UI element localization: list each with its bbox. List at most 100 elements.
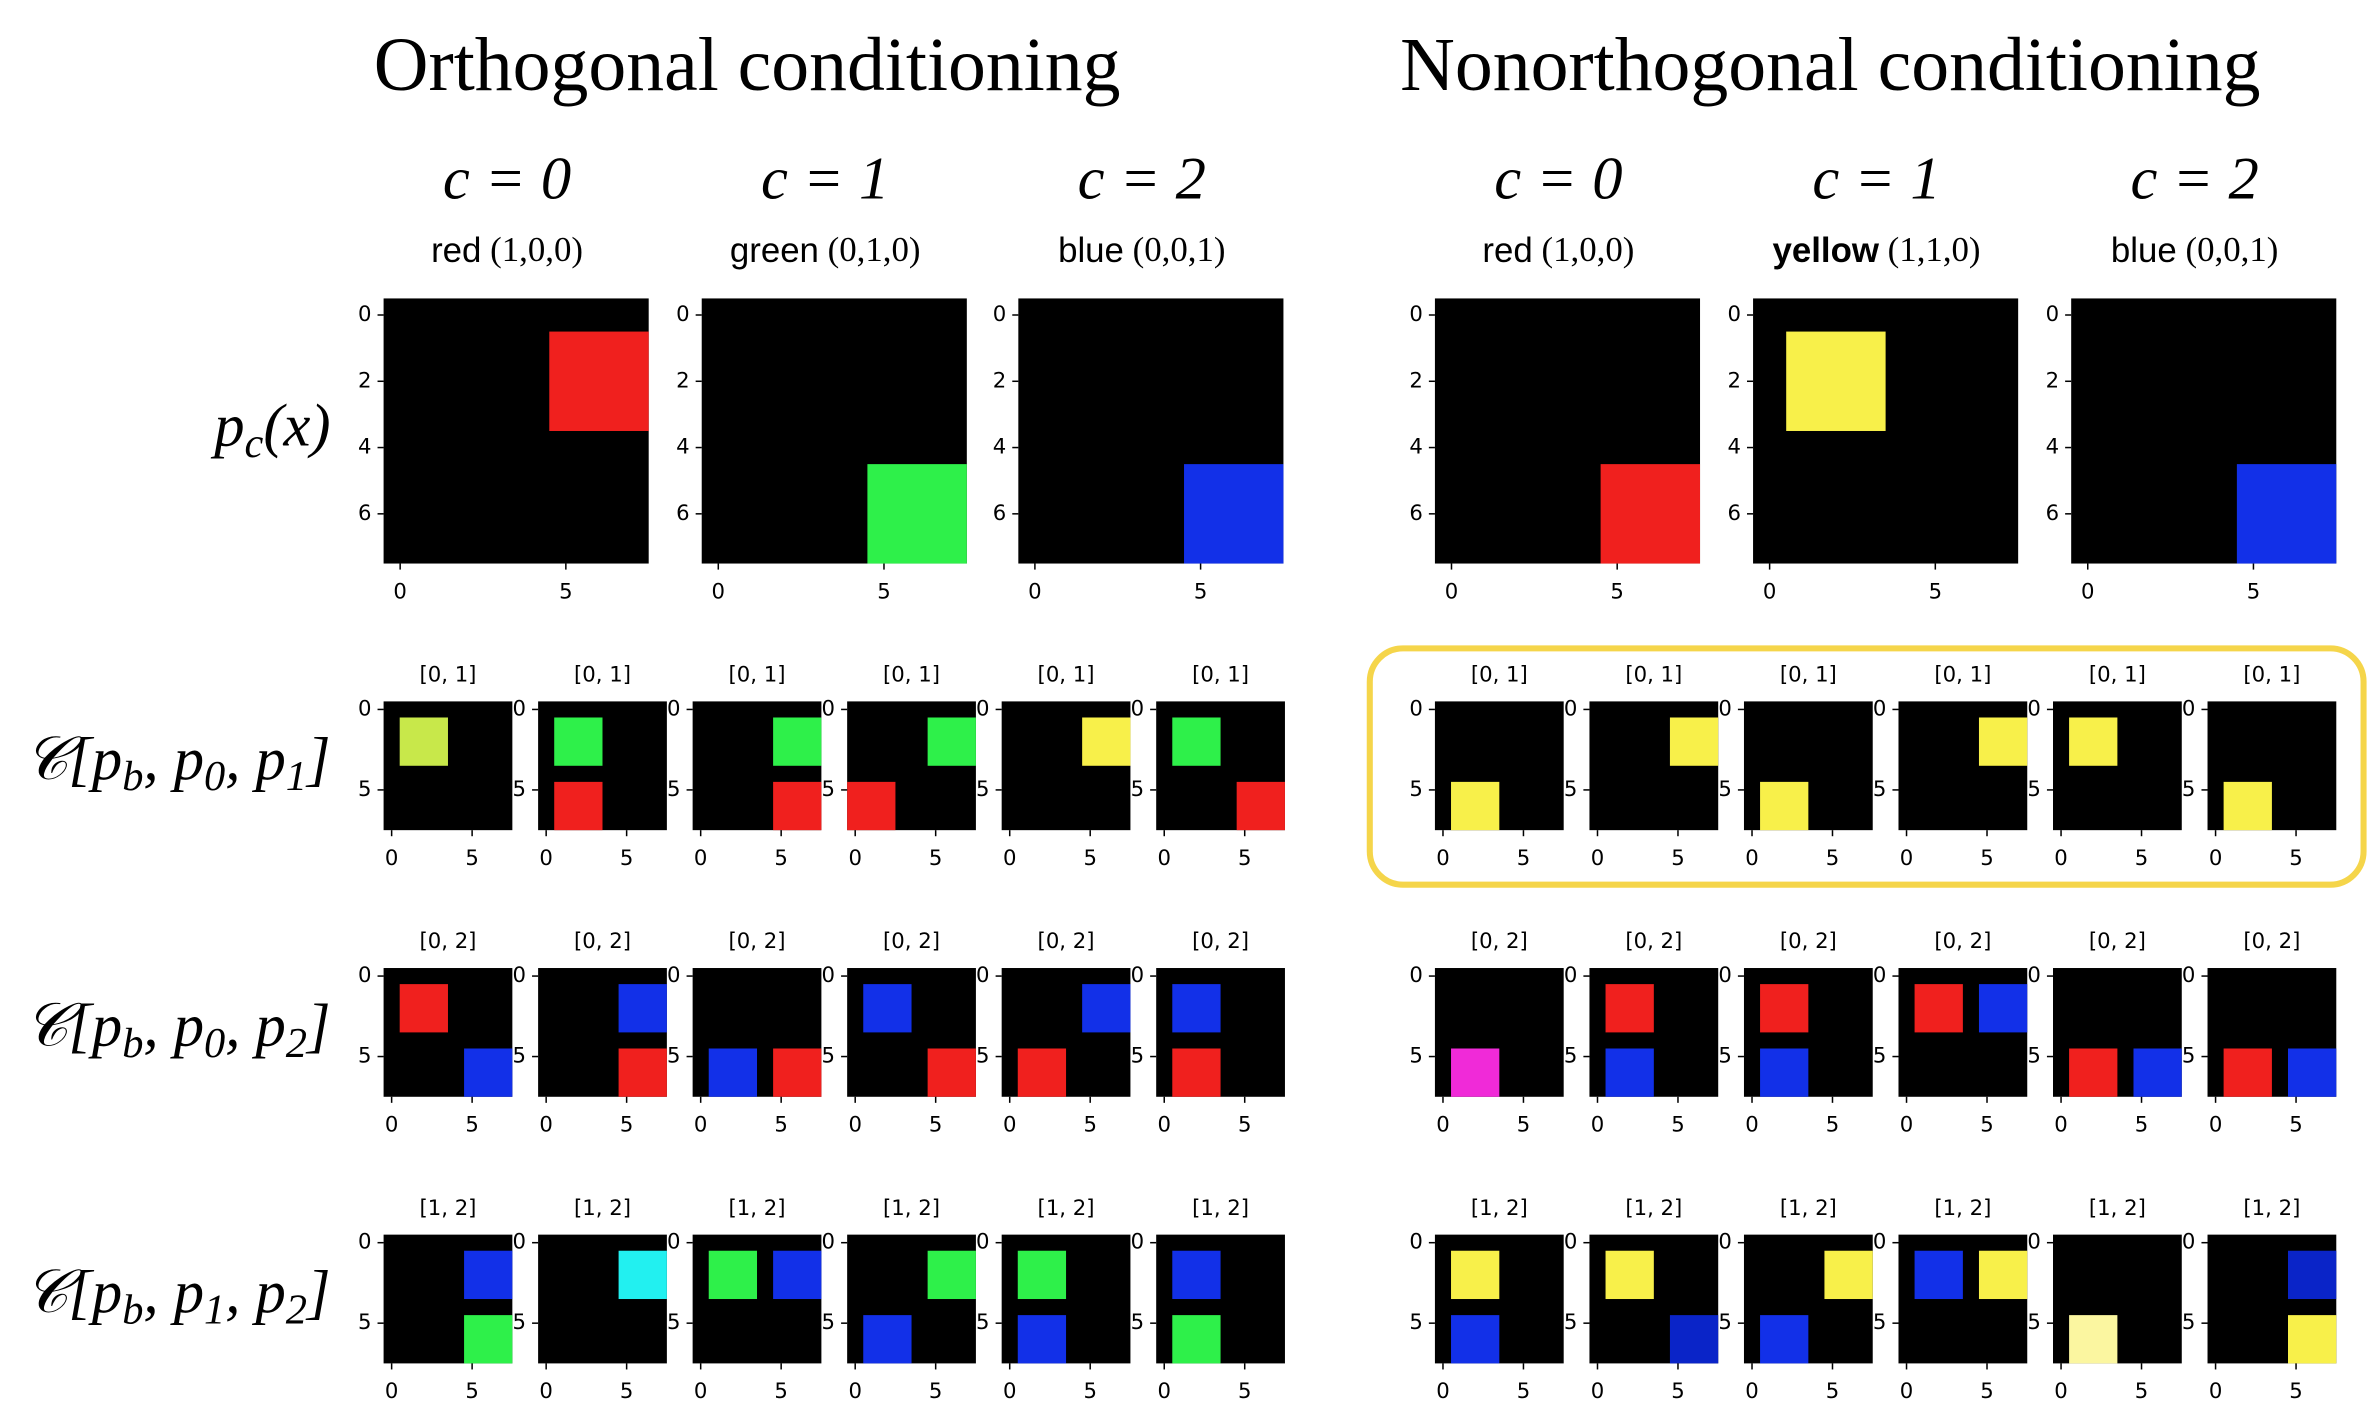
panel-title: [0, 2] [1192,928,1249,953]
x-tick-label: 0 [1745,1112,1758,1137]
x-tick-label: 0 [1591,845,1604,870]
y-tick-label: 5 [1718,1043,1731,1068]
y-tick-label: 0 [822,962,835,987]
x-tick-label: 5 [1194,578,1207,603]
y-tick-label: 0 [993,301,1006,326]
panel-title: [0, 1] [1934,662,1991,687]
x-tick-label: 0 [712,578,725,603]
color-square [1824,1250,1873,1300]
panel-title: [0, 1] [2089,662,2146,687]
panel-title: [0, 1] [1625,662,1682,687]
panel-title: [0, 1] [1038,662,1095,687]
y-tick-label: 4 [2046,434,2059,459]
x-tick-label: 0 [1445,578,1458,603]
color-square [2069,717,2118,766]
x-tick-label: 0 [539,845,552,870]
color-square [1669,1315,1719,1364]
column-subheader: blue (0,0,1) [1058,230,1225,270]
x-tick-label: 0 [848,845,861,870]
y-tick-label: 0 [1873,962,1886,987]
color-square [927,1250,976,1300]
y-tick-label: 5 [1131,1043,1144,1068]
y-tick-label: 5 [2027,1309,2040,1334]
x-tick-label: 0 [385,1378,398,1403]
y-tick-label: 0 [513,962,526,987]
color-vector: (1,0,0) [1541,230,1634,269]
color-square [2069,1048,2118,1097]
x-tick-label: 0 [2054,845,2067,870]
panel-title: [0, 1] [419,662,476,687]
x-tick-label: 5 [774,1112,787,1137]
panel-title: [1, 2] [2243,1195,2300,1220]
x-tick-label: 0 [2081,578,2094,603]
color-square [773,1250,822,1300]
x-tick-label: 5 [465,1112,478,1137]
row-label: pc(x) [210,393,330,467]
panel-title: [0, 2] [883,928,940,953]
y-tick-label: 0 [1727,301,1740,326]
color-vector: (0,0,1) [2186,230,2279,269]
y-tick-label: 0 [1131,695,1144,720]
x-tick-label: 0 [2054,1112,2067,1137]
x-tick-label: 0 [848,1378,861,1403]
x-tick-label: 0 [1591,1112,1604,1137]
x-tick-label: 0 [1003,845,1016,870]
color-vector: (1,1,0) [1888,230,1981,269]
x-tick-label: 5 [1517,845,1530,870]
y-tick-label: 5 [1718,776,1731,801]
x-tick-label: 0 [1763,578,1776,603]
y-tick-label: 5 [667,1043,680,1068]
x-tick-label: 5 [2135,1112,2148,1137]
x-tick-label: 5 [877,578,890,603]
color-square [1172,1250,1221,1300]
x-tick-label: 5 [465,1378,478,1403]
color-square [2288,1315,2337,1364]
column-subheader: blue (0,0,1) [2111,230,2278,270]
x-tick-label: 0 [539,1112,552,1137]
color-square [1451,781,1500,831]
x-tick-label: 5 [2247,578,2260,603]
color-square [1172,1048,1221,1097]
y-tick-label: 0 [358,1229,371,1254]
panel-title: [0, 2] [1471,928,1528,953]
x-tick-label: 5 [1083,845,1096,870]
color-square [773,717,822,766]
y-tick-label: 0 [2027,695,2040,720]
color-square [1978,984,2028,1033]
x-tick-label: 5 [1826,845,1839,870]
color-name: green [730,231,819,270]
x-tick-label: 5 [1826,1378,1839,1403]
color-square [1172,984,1221,1033]
x-tick-label: 5 [620,1112,633,1137]
y-tick-label: 4 [676,434,689,459]
x-tick-label: 5 [2135,845,2148,870]
color-square [773,1048,822,1097]
color-square [1451,1315,1500,1364]
y-tick-label: 5 [513,1309,526,1334]
x-tick-label: 0 [694,845,707,870]
panel-title: [1, 2] [729,1195,786,1220]
y-tick-label: 6 [1409,500,1422,525]
x-tick-label: 5 [620,845,633,870]
color-square [1914,1250,1963,1300]
y-tick-label: 0 [1409,962,1422,987]
y-tick-label: 0 [2182,1229,2195,1254]
color-square [1605,984,1654,1033]
color-square [1451,1048,1500,1097]
x-tick-label: 5 [1238,1378,1251,1403]
y-tick-label: 2 [358,367,371,392]
panel-title: [1, 2] [1934,1195,1991,1220]
color-square [1760,984,1809,1033]
x-tick-label: 0 [2209,1112,2222,1137]
x-tick-label: 5 [929,845,942,870]
y-tick-label: 5 [822,1309,835,1334]
y-tick-label: 6 [2046,500,2059,525]
panel-title: [0, 2] [419,928,476,953]
x-tick-label: 0 [1028,578,1041,603]
y-tick-label: 0 [2182,962,2195,987]
section-title: Nonorthogonal conditioning [1400,24,2260,107]
y-tick-label: 0 [1873,1229,1886,1254]
color-square [927,717,976,766]
color-square [1017,1315,1067,1364]
